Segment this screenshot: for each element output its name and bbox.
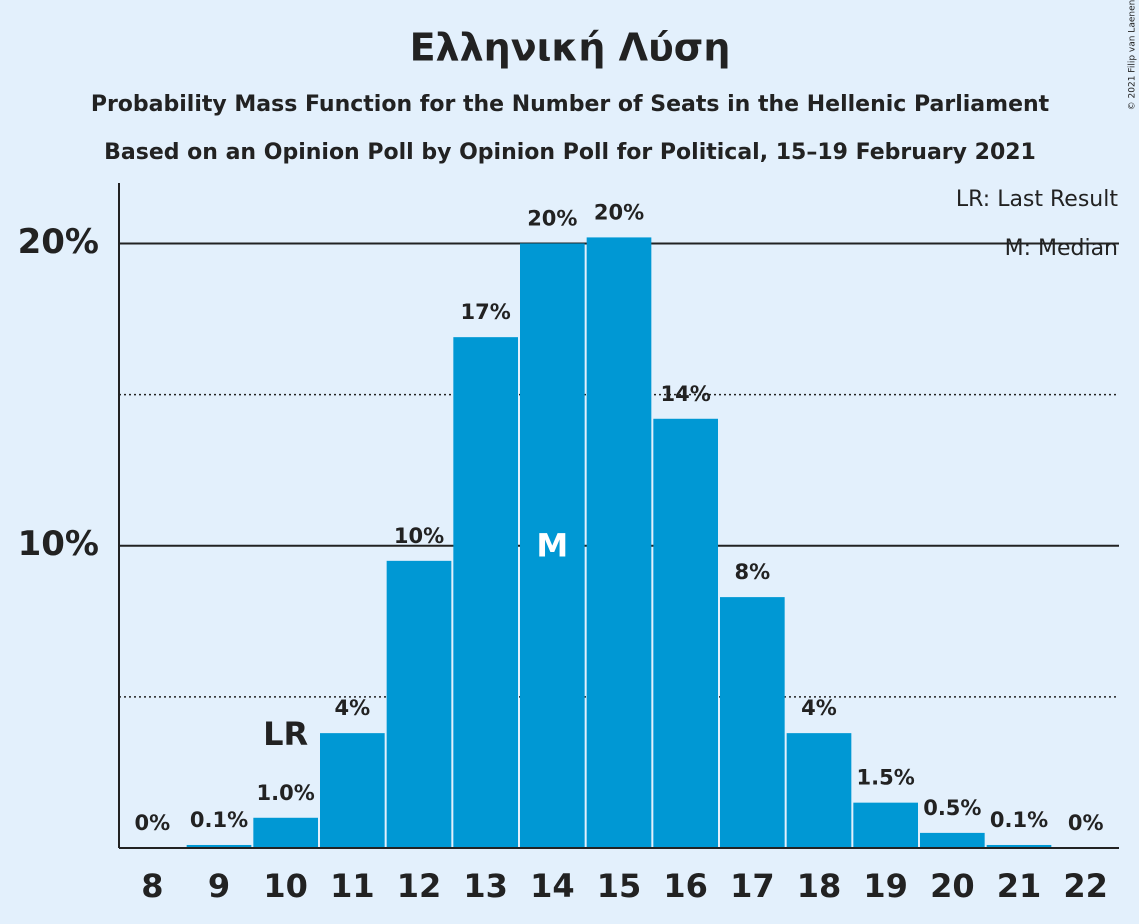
bar <box>320 733 385 848</box>
bar <box>986 844 1052 848</box>
x-tick-label: 8 <box>141 867 163 905</box>
bar <box>586 237 652 849</box>
value-label: 0.1% <box>190 808 248 832</box>
x-tick-label: 20 <box>930 867 975 905</box>
value-label: 20% <box>527 206 577 230</box>
bar <box>520 243 585 849</box>
x-tick-label: 19 <box>863 867 908 905</box>
x-tick-label: 18 <box>797 867 842 905</box>
value-label: 17% <box>461 300 511 324</box>
bar <box>453 337 518 848</box>
x-tick-label: 10 <box>263 867 308 905</box>
marker-label: M <box>536 527 568 565</box>
value-label: 14% <box>661 382 711 406</box>
chart-subtitle: Probability Mass Function for the Number… <box>91 92 1050 117</box>
y-tick-label: 10% <box>18 524 99 564</box>
value-label: 1.0% <box>257 781 315 805</box>
bar <box>720 597 785 848</box>
value-label: 4% <box>335 696 371 720</box>
marker-label: LR <box>263 715 308 753</box>
x-tick-label: 22 <box>1063 867 1108 905</box>
bar <box>253 817 318 848</box>
x-tick-label: 12 <box>397 867 442 905</box>
bar <box>653 418 718 848</box>
copyright: © 2021 Filip van Laenen <box>1128 0 1138 110</box>
legend-entry: LR: Last Result <box>956 187 1118 212</box>
legend-entry: M: Median <box>1005 236 1118 261</box>
y-tick-label: 20% <box>18 222 99 262</box>
x-tick-label: 13 <box>463 867 508 905</box>
x-tick-label: 14 <box>530 867 575 905</box>
value-label: 0.5% <box>923 796 981 820</box>
bar <box>186 844 252 848</box>
value-label: 4% <box>801 696 837 720</box>
bar <box>786 733 852 848</box>
value-label: 1.5% <box>857 766 915 790</box>
x-tick-label: 11 <box>330 867 375 905</box>
value-label: 0% <box>135 811 171 835</box>
x-tick-label: 21 <box>997 867 1042 905</box>
x-tick-label: 17 <box>730 867 775 905</box>
value-label: 8% <box>735 560 771 584</box>
x-tick-label: 9 <box>208 867 230 905</box>
chart-subtitle: Based on an Opinion Poll by Opinion Poll… <box>104 140 1036 165</box>
value-label: 10% <box>394 524 444 548</box>
value-label: 0.1% <box>990 808 1048 832</box>
x-tick-label: 15 <box>597 867 642 905</box>
value-label: 0% <box>1068 811 1104 835</box>
chart-title: Ελληνική Λύση <box>410 26 731 70</box>
bar <box>920 832 985 848</box>
value-label: 20% <box>594 200 644 224</box>
bar <box>853 802 918 848</box>
bar <box>386 560 452 848</box>
x-tick-label: 16 <box>663 867 708 905</box>
